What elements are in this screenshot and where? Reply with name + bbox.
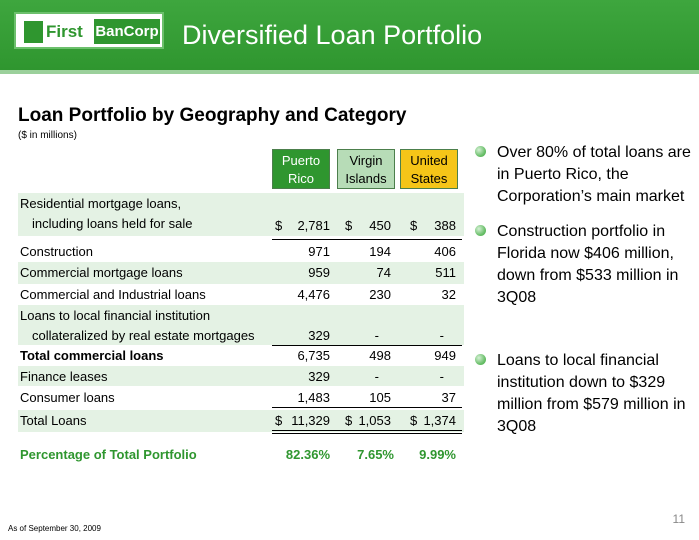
currency-symbol: $ (345, 413, 353, 428)
cell-puerto-rico: 11,329 (291, 413, 330, 428)
bullet-icon (475, 354, 486, 365)
row-label: Commercial and Industrial loans (20, 287, 206, 302)
cell-united-states: 406 (434, 244, 456, 259)
cell-puerto-rico: 4,476 (297, 287, 330, 302)
row-shade (18, 305, 464, 345)
column-header-line1: Puerto (281, 153, 321, 168)
units-note: ($ in millions) (18, 130, 77, 141)
cell-united-states: 388 (434, 218, 456, 233)
cell-virgin-islands: 498 (369, 348, 391, 363)
row-label: Loans to local financial institution (20, 308, 211, 323)
cell-virgin-islands: 450 (369, 218, 391, 233)
cell-virgin-islands: 74 (376, 265, 391, 280)
cell-virgin-islands: 105 (369, 390, 391, 405)
row-label: Construction (20, 244, 93, 259)
logo-first-text: First (46, 22, 83, 41)
cell-united-states: 32 (441, 287, 456, 302)
cell-united-states: 37 (441, 390, 456, 405)
page-number: 11 (672, 512, 685, 526)
currency-symbol: $ (275, 413, 283, 428)
currency-symbol: $ (345, 218, 353, 233)
currency-symbol: $ (410, 218, 418, 233)
row-label: Percentage of Total Portfolio (20, 447, 197, 462)
row-shade (18, 262, 464, 284)
cell-united-states: 511 (435, 265, 456, 280)
row-divider (272, 407, 462, 408)
row-divider (272, 239, 462, 240)
cell-puerto-rico: 329 (308, 328, 330, 343)
cell-puerto-rico: 959 (308, 265, 330, 280)
logo-bancorp-text: BanCorp (94, 19, 160, 44)
currency-symbol: $ (275, 218, 283, 233)
section-title: Loan Portfolio by Geography and Category (18, 105, 407, 126)
logo: First BanCorp (14, 12, 164, 49)
column-header-virgin-islands: Virgin Islands (337, 149, 395, 189)
bullet-text: Loans to local financial institution dow… (497, 352, 686, 435)
page-title: Diversified Loan Portfolio (182, 20, 483, 50)
cell-virgin-islands: 230 (369, 287, 391, 302)
row-divider (272, 345, 462, 346)
cell-virgin-islands: 194 (369, 244, 391, 259)
cell-united-states: - (439, 369, 444, 384)
cell-virgin-islands: 1,053 (358, 413, 391, 428)
cell-virgin-islands: - (374, 369, 379, 384)
row-label: Residential mortgage loans, (20, 196, 182, 211)
column-header-line2: Rico (287, 171, 314, 186)
column-header-puerto-rico: Puerto Rico (272, 149, 330, 189)
row-shade (18, 193, 464, 236)
cell-puerto-rico: 971 (308, 244, 330, 259)
header-divider (0, 70, 699, 74)
row-label-continued: including loans held for sale (32, 216, 193, 231)
cell-virgin-islands: 7.65% (357, 447, 394, 462)
currency-symbol: $ (410, 413, 418, 428)
cell-puerto-rico: 6,735 (297, 348, 330, 363)
footnote: As of September 30, 2009 (8, 524, 101, 533)
row-label: Total Loans (20, 413, 87, 428)
cell-puerto-rico: 329 (308, 369, 330, 384)
row-label-continued: collateralized by real estate mortgages (32, 328, 255, 343)
cell-puerto-rico: 2,781 (297, 218, 330, 233)
logo-mark-icon (24, 21, 43, 43)
bullet-icon (475, 146, 486, 157)
bullet-icon (475, 225, 486, 236)
row-double-divider (272, 433, 462, 434)
row-shade (18, 366, 464, 386)
cell-virgin-islands: - (374, 328, 379, 343)
cell-puerto-rico: 82.36% (285, 447, 330, 462)
row-label: Commercial mortgage loans (20, 265, 183, 280)
bullet-text: Construction portfolio in Florida now $4… (497, 223, 679, 306)
column-header-line2: Islands (345, 171, 387, 186)
row-divider (272, 430, 462, 431)
row-label: Finance leases (20, 369, 108, 384)
column-header-united-states: United States (400, 149, 458, 189)
cell-united-states: 1,374 (423, 413, 456, 428)
bullet-text: Over 80% of total loans are in Puerto Ri… (497, 144, 691, 205)
cell-united-states: 949 (434, 348, 456, 363)
row-shade (18, 410, 464, 432)
column-header-line2: States (410, 171, 448, 186)
cell-united-states: - (439, 328, 444, 343)
column-header-line1: Virgin (349, 153, 383, 168)
row-label: Consumer loans (20, 390, 115, 405)
column-header-line1: United (410, 153, 448, 168)
cell-united-states: 9.99% (419, 447, 456, 462)
cell-puerto-rico: 1,483 (297, 390, 330, 405)
row-label: Total commercial loans (20, 348, 164, 363)
